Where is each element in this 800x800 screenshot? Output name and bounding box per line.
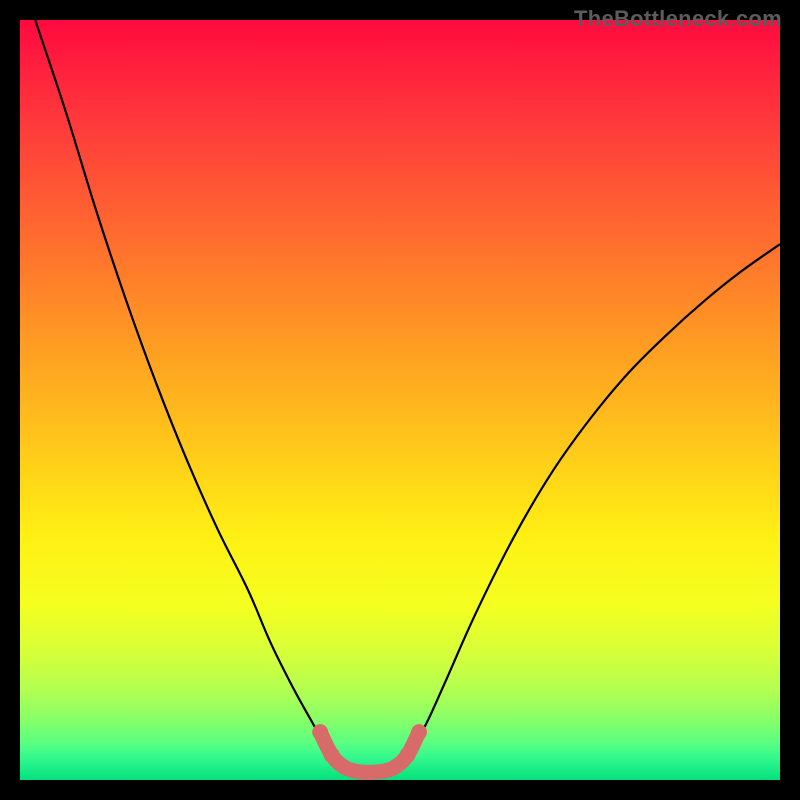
chart-svg [20,20,780,780]
bottleneck-curve [35,20,780,772]
highlight-dot [312,724,328,740]
watermark-text: TheBottleneck.com [574,6,782,32]
highlight-dot [411,724,427,740]
highlight-dot [400,747,416,763]
highlight-dot [324,747,340,763]
chart-plot-area [20,20,780,780]
